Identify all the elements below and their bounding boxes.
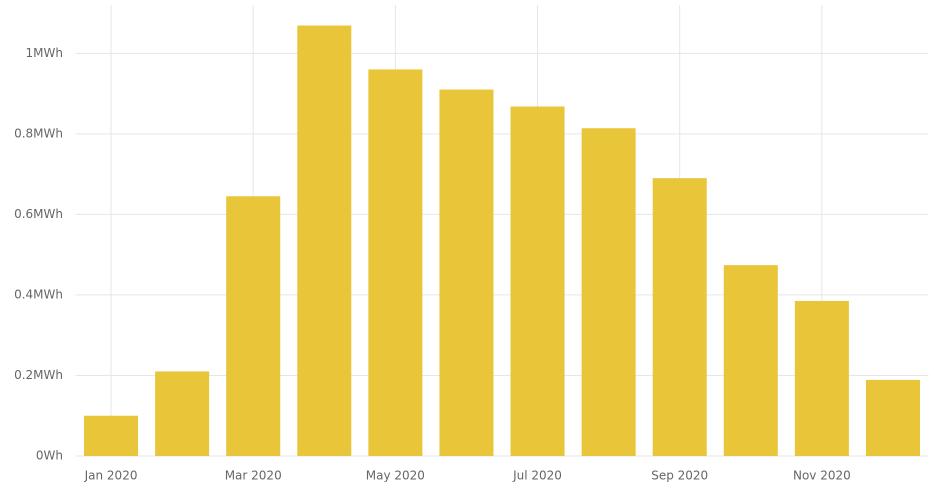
bar: [865, 379, 920, 456]
bar: [368, 69, 423, 456]
x-tick-label: Jul 2020: [512, 469, 562, 483]
y-tick-label: 1MWh: [26, 46, 63, 60]
y-tick-label: 0.8MWh: [14, 126, 63, 140]
bar: [439, 89, 494, 456]
x-tick-label: May 2020: [366, 469, 425, 483]
y-tick-label: 0Wh: [36, 449, 63, 463]
bar: [581, 128, 636, 456]
x-tick-label: Sep 2020: [651, 469, 708, 483]
x-tick-label: Jan 2020: [84, 469, 138, 483]
y-tick-label: 0.4MWh: [14, 287, 63, 301]
bar: [297, 25, 352, 456]
bar: [652, 178, 707, 456]
bar: [226, 196, 281, 456]
x-tick-label: Mar 2020: [225, 469, 282, 483]
x-tick-label: Nov 2020: [793, 469, 851, 483]
bar: [510, 106, 565, 456]
y-tick-label: 0.6MWh: [14, 207, 63, 221]
bar: [155, 371, 210, 456]
bar: [84, 415, 139, 456]
bar: [723, 265, 778, 456]
y-tick-label: 0.2MWh: [14, 368, 63, 382]
bar: [794, 300, 849, 456]
